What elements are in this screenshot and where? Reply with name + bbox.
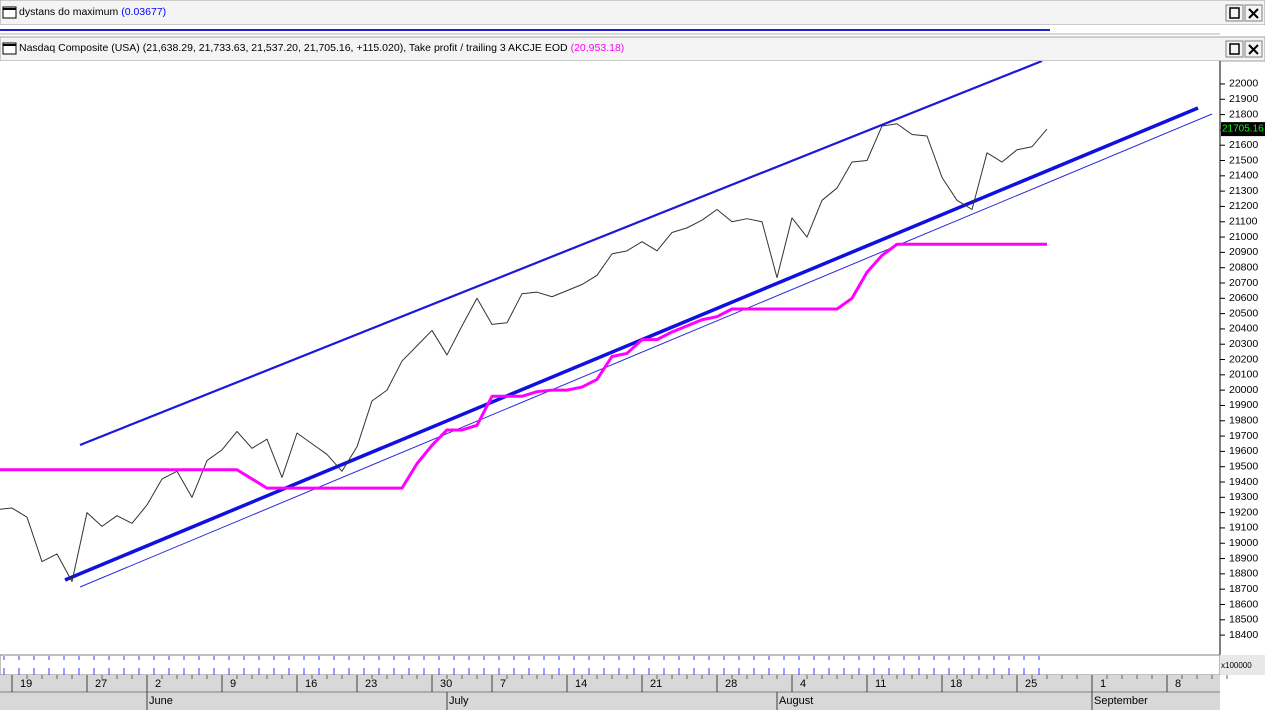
y-tick-label: 19800 (1229, 415, 1258, 427)
y-tick-label: 19000 (1229, 537, 1258, 549)
y-tick-label: 20100 (1229, 369, 1258, 381)
trendlines (64, 61, 1213, 588)
x-tick-label: 9 (230, 678, 236, 690)
y-tick-label: 20700 (1229, 277, 1258, 289)
x-tick-label: 1 (1100, 678, 1106, 690)
y-tick-label: 20600 (1229, 292, 1258, 304)
x-tick-label: 11 (875, 678, 886, 690)
pane-title-value: (20,953.18) (571, 42, 625, 54)
maximize-button[interactable] (1225, 4, 1244, 22)
y-tick-label: 18800 (1229, 568, 1258, 580)
volume-unit: x100000 (1221, 661, 1252, 670)
maximize-button[interactable] (1225, 40, 1244, 58)
y-tick-label: 18900 (1229, 552, 1258, 564)
close-button[interactable] (1244, 4, 1263, 22)
y-tick-label: 21000 (1229, 231, 1258, 243)
x-tick-label: 19 (20, 678, 32, 690)
y-tick-label: 20500 (1229, 307, 1258, 319)
y-tick-label: 20000 (1229, 384, 1258, 396)
lower-thin-trendline (79, 113, 1213, 588)
series-line (0, 242, 1047, 490)
x-tick-label: 21 (650, 678, 662, 690)
x-tick-label: 14 (575, 678, 587, 690)
close-button[interactable] (1244, 40, 1263, 58)
y-tick-label: 18600 (1229, 598, 1258, 610)
last-price-box (1221, 122, 1265, 137)
month-label: June (149, 695, 173, 707)
x-tick-label: 25 (1025, 678, 1037, 690)
y-tick-label: 21200 (1229, 200, 1258, 212)
x-tick-label: 30 (440, 678, 452, 690)
month-label: July (449, 695, 469, 707)
pane-icon (2, 42, 17, 55)
lower-trendline (64, 106, 1199, 582)
y-tick-label: 20900 (1229, 246, 1258, 258)
y-tick-label: 20300 (1229, 338, 1258, 350)
x-tick-label: 18 (950, 678, 962, 690)
x-tick-label: 7 (500, 678, 506, 690)
y-tick-label: 20800 (1229, 261, 1258, 273)
y-tick-label: 21400 (1229, 170, 1258, 182)
y-tick-label: 21300 (1229, 185, 1258, 197)
y-tick-label: 20400 (1229, 323, 1258, 335)
month-label: September (1094, 695, 1148, 707)
upper-trendline (79, 61, 1043, 447)
last-price-label: 21705.16 (1222, 124, 1264, 135)
x-tick-label: 23 (365, 678, 377, 690)
volume-axis (1220, 655, 1265, 675)
y-tick-label: 19100 (1229, 522, 1258, 534)
y-tick-label: 21900 (1229, 93, 1258, 105)
y-tick-label: 18400 (1229, 629, 1258, 641)
series-line (0, 123, 1048, 583)
y-tick-label: 18700 (1229, 583, 1258, 595)
y-tick-label: 20200 (1229, 353, 1258, 365)
x-tick-label: 28 (725, 678, 737, 690)
x-tick-label: 8 (1175, 678, 1181, 690)
pane-title: Nasdaq Composite (USA) (21,638.29, 21,73… (19, 42, 624, 54)
y-tick-label: 19500 (1229, 460, 1258, 472)
y-tick-label: 18500 (1229, 614, 1258, 626)
y-tick-label: 21600 (1229, 139, 1258, 151)
month-label: August (779, 695, 813, 707)
y-tick-label: 22000 (1229, 78, 1258, 90)
x-tick-label: 27 (95, 678, 107, 690)
y-tick-label: 19600 (1229, 445, 1258, 457)
axis-corner (1220, 675, 1265, 710)
pane-title-bar (0, 36, 1265, 62)
pane-icon (2, 6, 17, 19)
y-tick-label: 19700 (1229, 430, 1258, 442)
y-tick-label: 21500 (1229, 154, 1258, 166)
y-tick-label: 21800 (1229, 108, 1258, 120)
volume-ticks (0, 656, 1050, 675)
y-tick-label: 19900 (1229, 399, 1258, 411)
y-tick-label: 19300 (1229, 491, 1258, 503)
pane-title-text: dystans do maximum (19, 6, 118, 18)
y-tick-label: 21100 (1229, 216, 1258, 228)
pane-title-text: Nasdaq Composite (USA) (21,638.29, 21,73… (19, 42, 568, 54)
y-tick-label: 19400 (1229, 476, 1258, 488)
y-tick-label: 19200 (1229, 506, 1258, 518)
pane-title-bar (0, 0, 1265, 26)
x-tick-label: 4 (800, 678, 806, 690)
pane-title-value: (0.03677) (121, 6, 166, 18)
series-layer (0, 123, 1048, 583)
pane-title: dystans do maximum (0.03677) (19, 6, 166, 18)
x-tick-label: 2 (155, 678, 161, 690)
x-tick-label: 16 (305, 678, 317, 690)
